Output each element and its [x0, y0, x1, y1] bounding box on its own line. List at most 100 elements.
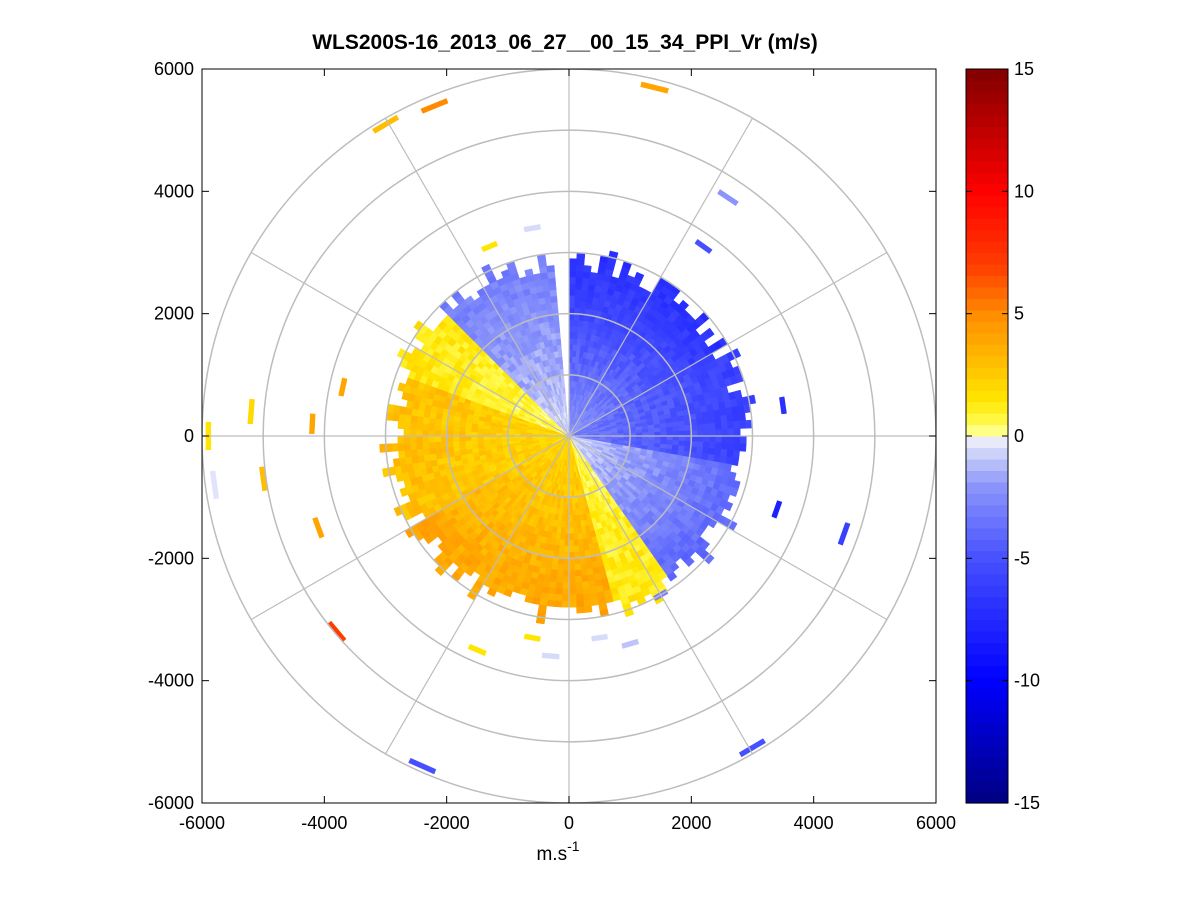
field-cell — [458, 426, 466, 432]
field-cell — [666, 435, 674, 441]
field-cell — [727, 421, 735, 430]
colorbar-segment — [966, 332, 1008, 345]
field-cell — [547, 593, 556, 601]
colorbar-segment — [966, 481, 1008, 494]
field-cell — [708, 422, 716, 431]
field-cell — [708, 447, 716, 456]
colorbar-segment — [966, 699, 1008, 712]
field-cell — [579, 301, 587, 309]
colorbar-segment — [966, 619, 1008, 632]
colorbar-segment — [966, 734, 1008, 747]
field-cell — [572, 521, 578, 528]
x-tick-label: 4000 — [794, 813, 834, 833]
field-cell — [563, 539, 570, 547]
field-cell — [634, 271, 645, 282]
field-cell — [697, 429, 704, 437]
field-cell — [398, 413, 406, 422]
field-cell — [409, 442, 417, 451]
field-cell — [464, 440, 472, 446]
field-cell — [672, 426, 680, 432]
field-cell — [583, 599, 592, 607]
field-cell — [568, 282, 576, 290]
field-cell — [470, 431, 478, 437]
colorbar-segment — [966, 768, 1008, 781]
field-cell — [544, 296, 552, 304]
field-cell — [562, 570, 570, 577]
field-cell — [577, 538, 584, 546]
field-cell — [416, 448, 424, 457]
field-cell — [572, 514, 577, 522]
field-cell — [575, 276, 584, 284]
colorbar-segment — [966, 447, 1008, 460]
field-cell — [574, 289, 583, 297]
field-cell — [684, 430, 692, 437]
field-cell — [568, 258, 577, 266]
colorbar-segment — [966, 539, 1008, 552]
field-cell — [738, 412, 746, 422]
field-cell — [554, 588, 563, 596]
field-cell — [559, 533, 565, 541]
field-cell — [733, 428, 741, 437]
colorbar-segment — [966, 550, 1008, 563]
field-cell — [549, 575, 558, 583]
field-cell — [582, 593, 591, 601]
field-cell — [715, 429, 723, 437]
field-cell — [696, 418, 704, 426]
colorbar-segment — [966, 745, 1008, 758]
colorbar-segment — [966, 80, 1008, 93]
field-cell — [397, 420, 405, 430]
y-tick-label: 4000 — [154, 181, 194, 201]
field-cell — [428, 417, 436, 425]
colorbar-segment — [966, 780, 1008, 793]
field-cell — [720, 449, 728, 458]
field-cell — [416, 415, 424, 424]
colorbar-segment — [966, 69, 1008, 82]
colorbar-segment — [966, 516, 1008, 529]
colorbar-segment — [966, 688, 1008, 701]
field-cell — [558, 545, 565, 553]
field-cell — [666, 440, 674, 446]
field-cell — [568, 276, 577, 284]
field-cell — [666, 426, 674, 432]
field-cell — [483, 439, 491, 444]
field-cell — [568, 325, 575, 333]
field-cell — [568, 600, 577, 608]
field-cell — [690, 430, 698, 437]
field-cell — [404, 449, 412, 458]
colorbar-segment — [966, 103, 1008, 116]
x-axis-label-superscript: -1 — [567, 838, 580, 854]
field-cell — [550, 569, 558, 577]
field-cell — [561, 588, 570, 596]
field-cell — [629, 429, 637, 434]
colorbar-segment — [966, 367, 1008, 380]
field-cell — [421, 435, 429, 443]
field-cell — [576, 526, 583, 534]
field-cell — [726, 449, 734, 458]
colorbar-segment — [966, 504, 1008, 517]
field-cell — [434, 429, 441, 437]
colorbar-segment — [966, 183, 1008, 196]
field-cell — [573, 533, 579, 541]
field-cell — [410, 449, 418, 458]
field-cell — [421, 429, 429, 437]
field-cell — [470, 435, 478, 441]
field-cell — [446, 430, 454, 437]
field-cell — [554, 594, 563, 602]
colorbar-tick-label: -10 — [1014, 671, 1040, 691]
field-cell — [556, 344, 562, 352]
field-cell — [568, 582, 576, 590]
colorbar-tick-label: 10 — [1014, 181, 1034, 201]
field-cell — [559, 539, 565, 547]
field-cell — [568, 301, 576, 308]
field-cell — [647, 428, 655, 433]
field-cell — [471, 443, 479, 450]
field-cell — [678, 425, 686, 432]
field-cell — [452, 425, 460, 432]
field-cell — [434, 418, 442, 426]
field-cell — [391, 443, 399, 452]
field-cell — [739, 435, 747, 444]
field-cell — [562, 564, 570, 571]
y-tick-label: 6000 — [154, 59, 194, 79]
field-cell — [415, 442, 424, 450]
field-cell — [721, 428, 729, 437]
